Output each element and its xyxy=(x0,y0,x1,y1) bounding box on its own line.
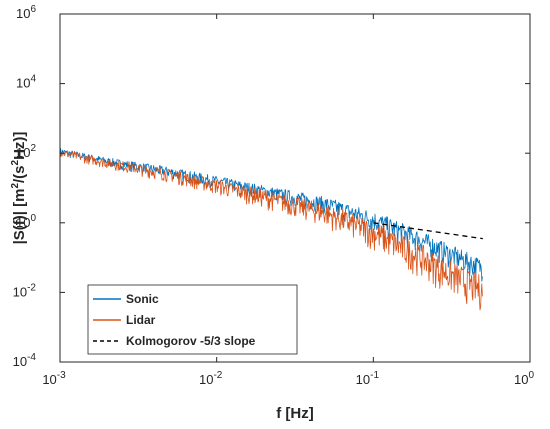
x-tick-label: 10-3 xyxy=(42,370,66,387)
y-tick-label: 104 xyxy=(16,74,36,91)
x-tick-labels: 10-3 10-2 10-1 100 xyxy=(42,370,534,387)
y-tick-label: 102 xyxy=(16,143,36,160)
lidar-line xyxy=(60,151,483,311)
x-tick-label: 10-2 xyxy=(199,370,223,387)
series-lidar xyxy=(60,151,483,311)
y-tick-label: 100 xyxy=(16,213,36,230)
x-axis-label: f [Hz] xyxy=(276,405,314,422)
legend-label-kolmogorov: Kolmogorov -5/3 slope xyxy=(126,334,256,348)
y-tick-labels: 10-4 10-2 100 102 104 106 xyxy=(13,4,37,369)
legend: Sonic Lidar Kolmogorov -5/3 slope xyxy=(87,284,298,355)
series-kolmogorov xyxy=(373,222,483,240)
x-tick-label: 100 xyxy=(514,370,534,387)
y-tick-label: 106 xyxy=(16,4,36,21)
y-axis-label: |S(f)| [m2/(s2Hz)] xyxy=(10,132,28,245)
y-tick-label: 10-4 xyxy=(13,352,37,369)
legend-label-sonic: Sonic xyxy=(126,292,159,306)
y-tick-label: 10-2 xyxy=(13,282,37,299)
plot-frame xyxy=(59,13,531,363)
x-tick-label: 10-1 xyxy=(356,370,380,387)
kolmogorov-line xyxy=(373,222,483,240)
legend-box xyxy=(87,284,298,355)
legend-label-lidar: Lidar xyxy=(126,313,156,327)
